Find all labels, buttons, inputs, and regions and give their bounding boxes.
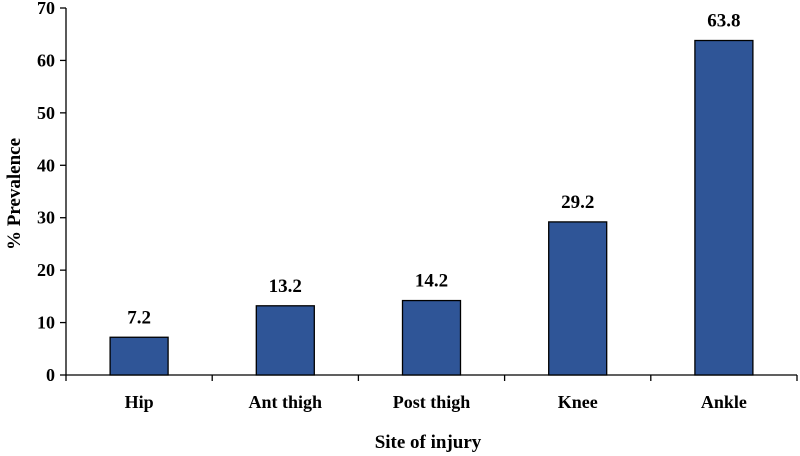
y-tick-label: 20	[37, 260, 55, 280]
y-tick-label: 50	[37, 103, 55, 123]
x-tick-label: Post thigh	[393, 392, 471, 412]
bar-hip	[109, 336, 169, 376]
data-labels: 7.2 13.2 14.2 29.2 63.8	[127, 11, 740, 329]
y-tick-label: 30	[37, 208, 55, 228]
data-label: 7.2	[127, 307, 151, 328]
bar-ankle	[694, 39, 754, 376]
x-axis: Hip Ant thigh Post thigh Knee Ankle	[65, 374, 798, 412]
y-tick-label: 60	[37, 50, 55, 70]
bar-ant-thigh	[255, 305, 315, 376]
x-tick-label: Ankle	[701, 392, 747, 412]
y-tick-label: 10	[37, 313, 55, 333]
x-tick-label: Knee	[558, 392, 598, 412]
data-label: 63.8	[707, 11, 740, 32]
y-tick-label: 0	[46, 365, 55, 385]
x-tick-label: Ant thigh	[249, 392, 323, 412]
data-label: 29.2	[561, 192, 594, 213]
y-axis: 0 10 20 30 40 50 60 70	[37, 0, 67, 385]
bars	[109, 39, 754, 376]
y-axis-title: % Prevalence	[4, 138, 25, 250]
y-tick-label: 70	[37, 0, 55, 18]
data-label: 14.2	[415, 271, 448, 292]
y-tick-label: 40	[37, 155, 55, 175]
bar-knee	[548, 221, 608, 376]
x-axis-title: Site of injury	[375, 432, 482, 453]
data-label: 13.2	[269, 276, 302, 297]
x-tick-label: Hip	[125, 392, 154, 412]
bar-post-thigh	[401, 299, 462, 376]
